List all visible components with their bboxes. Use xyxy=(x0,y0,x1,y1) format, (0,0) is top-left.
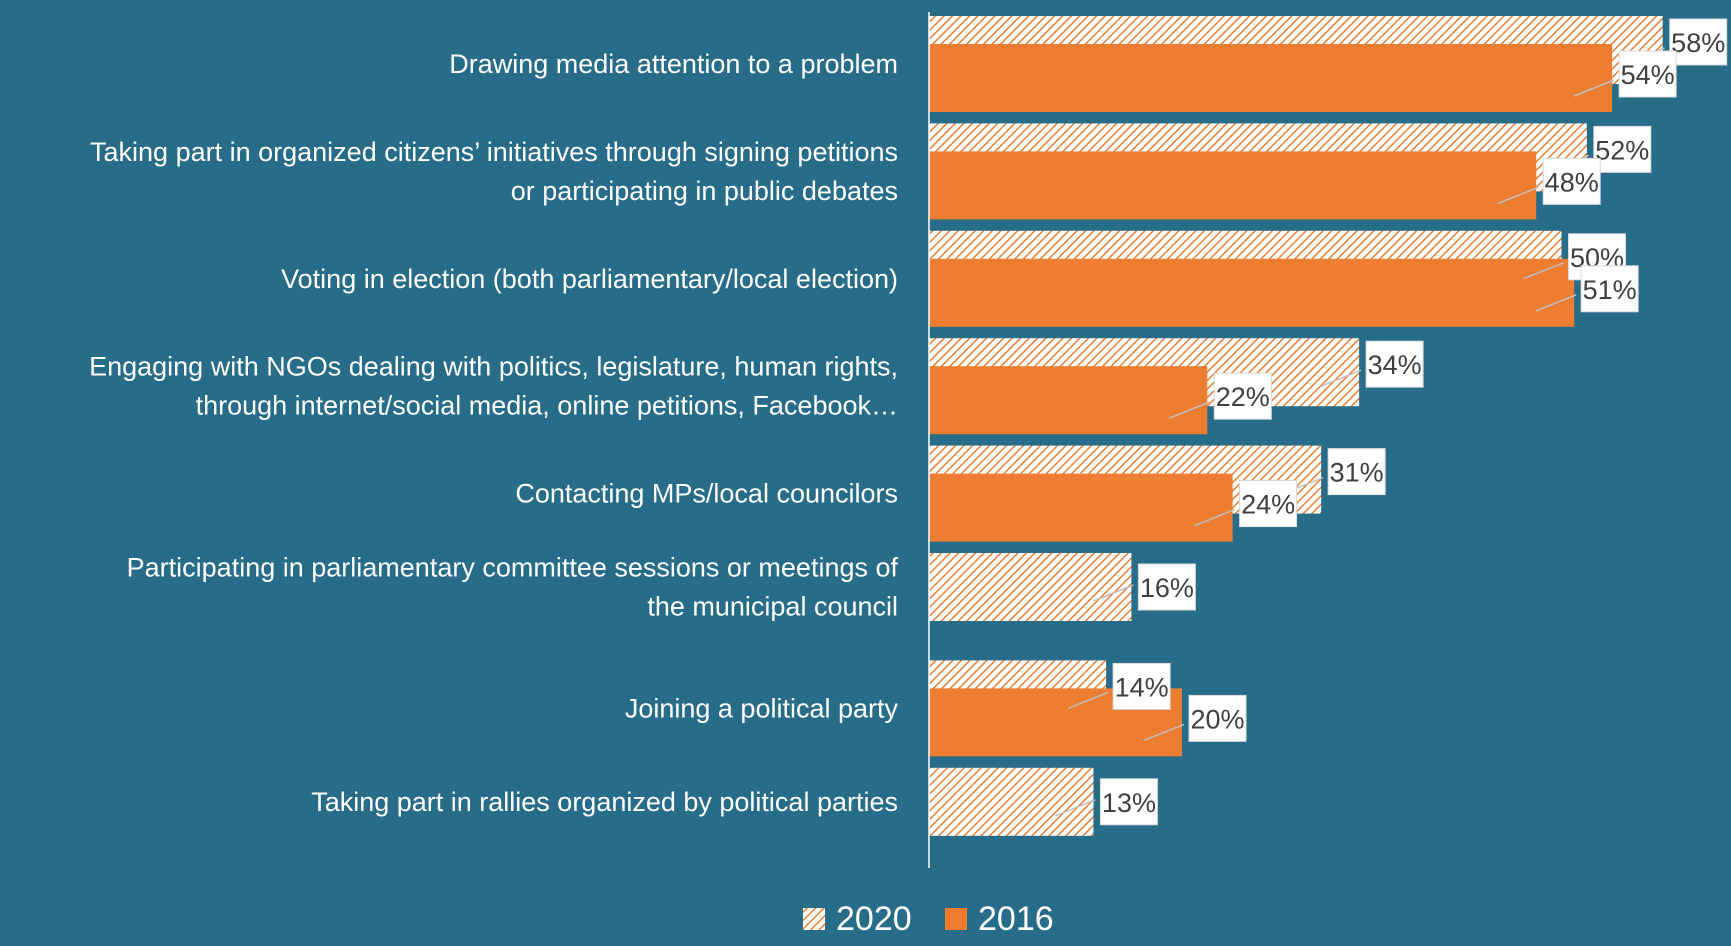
category-label-line: Drawing media attention to a problem xyxy=(449,49,898,79)
data-label-2020-box xyxy=(1669,18,1728,66)
category-label-line: Taking part in organized citizens’ initi… xyxy=(90,137,898,167)
data-label-2020: 58% xyxy=(1669,18,1728,66)
bar-2016 xyxy=(929,366,1208,435)
category-label-line: Participating in parliamentary committee… xyxy=(127,553,899,583)
data-label-2020: 52% xyxy=(1593,125,1652,173)
category-label: Participating in parliamentary committee… xyxy=(127,553,899,622)
bar-2016 xyxy=(929,151,1537,220)
data-label-2016-text: 54% xyxy=(1621,60,1675,90)
category-label: Engaging with NGOs dealing with politics… xyxy=(89,352,898,421)
data-label-2016-text: 20% xyxy=(1190,704,1244,734)
category-label: Joining a political party xyxy=(625,693,899,723)
data-label-2016: 24% xyxy=(1239,480,1298,528)
data-label-2020-text: 52% xyxy=(1595,135,1649,165)
bar-2016 xyxy=(929,258,1575,327)
data-label-2016: 20% xyxy=(1188,694,1247,742)
category-label: Contacting MPs/local councilors xyxy=(515,479,898,509)
legend-label: 2020 xyxy=(836,900,912,938)
leader-line-2016 xyxy=(1194,508,1235,527)
leader-line-2020 xyxy=(1093,584,1134,602)
leader-line-2016 xyxy=(1169,401,1210,419)
category-label: Taking part in rallies organized by poli… xyxy=(311,787,898,817)
legend-swatch xyxy=(803,908,825,930)
data-label-2020-box xyxy=(1112,662,1171,710)
data-label-2016-box xyxy=(1580,265,1639,313)
leader-line-2020 xyxy=(1320,369,1362,387)
category-label-line: Contacting MPs/local councilors xyxy=(515,479,898,509)
category-label: Voting in election (both parliamentary/l… xyxy=(281,264,898,294)
data-label-2016-box xyxy=(1188,694,1247,742)
data-label-2016-text: 51% xyxy=(1583,275,1637,305)
data-label-2020-text: 58% xyxy=(1671,28,1725,58)
bar-2020 xyxy=(929,553,1132,621)
data-label-2016: 48% xyxy=(1542,157,1601,205)
data-label-2020-box xyxy=(1099,778,1158,826)
data-label-2020-box xyxy=(1593,125,1652,173)
data-label-2016: 51% xyxy=(1580,265,1639,313)
data-label-2020-box xyxy=(1137,563,1196,611)
legend-label: 2016 xyxy=(978,900,1054,938)
data-label-2016-box xyxy=(1542,157,1601,205)
data-label-2016-box xyxy=(1618,50,1677,98)
category-label-line: Joining a political party xyxy=(625,693,899,723)
legend-item-2016: 2016 xyxy=(945,900,1054,938)
data-label-2016-text: 22% xyxy=(1216,382,1270,412)
bar-2016 xyxy=(929,473,1233,542)
category-label-line: Voting in election (both parliamentary/l… xyxy=(281,264,898,294)
leader-line-2020 xyxy=(1067,691,1109,710)
legend-item-2020: 2020 xyxy=(803,900,912,938)
category-label: Taking part in organized citizens’ initi… xyxy=(90,137,898,206)
data-label-2020-text: 13% xyxy=(1102,788,1156,818)
category-label-line: the municipal council xyxy=(647,592,898,622)
data-label-2020-text: 16% xyxy=(1140,573,1194,603)
data-label-2020: 34% xyxy=(1365,340,1424,388)
leader-line-2016 xyxy=(1143,723,1185,742)
data-label-2016: 54% xyxy=(1618,50,1677,98)
data-label-2020: 14% xyxy=(1112,662,1171,710)
data-label-2016-text: 48% xyxy=(1545,167,1599,197)
leader-line-2020 xyxy=(1523,262,1564,280)
data-label-2020: 31% xyxy=(1327,448,1386,496)
leader-line-2016 xyxy=(1535,294,1577,312)
category-label-line: or participating in public debates xyxy=(511,176,898,206)
category-label: Drawing media attention to a problem xyxy=(449,49,898,79)
data-label-2020-box xyxy=(1365,340,1424,388)
data-label-2016-text: 24% xyxy=(1241,490,1295,520)
leader-line-2016 xyxy=(1497,186,1539,205)
data-label-2016-box xyxy=(1239,480,1298,528)
data-label-2020-text: 14% xyxy=(1115,672,1169,702)
leader-line-2020 xyxy=(1055,799,1096,817)
data-label-2016-box xyxy=(1213,372,1272,420)
category-label-line: Engaging with NGOs dealing with politics… xyxy=(89,352,898,382)
category-label-line: Taking part in rallies organized by poli… xyxy=(311,787,898,817)
data-label-2020: 13% xyxy=(1099,778,1158,826)
bar-2016 xyxy=(929,44,1613,112)
data-label-2020-text: 31% xyxy=(1330,458,1384,488)
category-label-line: through internet/social media, online pe… xyxy=(196,391,898,421)
data-label-2020-box xyxy=(1327,448,1386,496)
data-label-2020: 16% xyxy=(1137,563,1196,611)
leader-line-2016 xyxy=(1573,79,1615,97)
data-label-2016: 22% xyxy=(1213,372,1272,420)
data-label-2020-text: 34% xyxy=(1368,350,1422,380)
legend-swatch xyxy=(945,908,967,930)
bar-2020 xyxy=(929,767,1094,836)
